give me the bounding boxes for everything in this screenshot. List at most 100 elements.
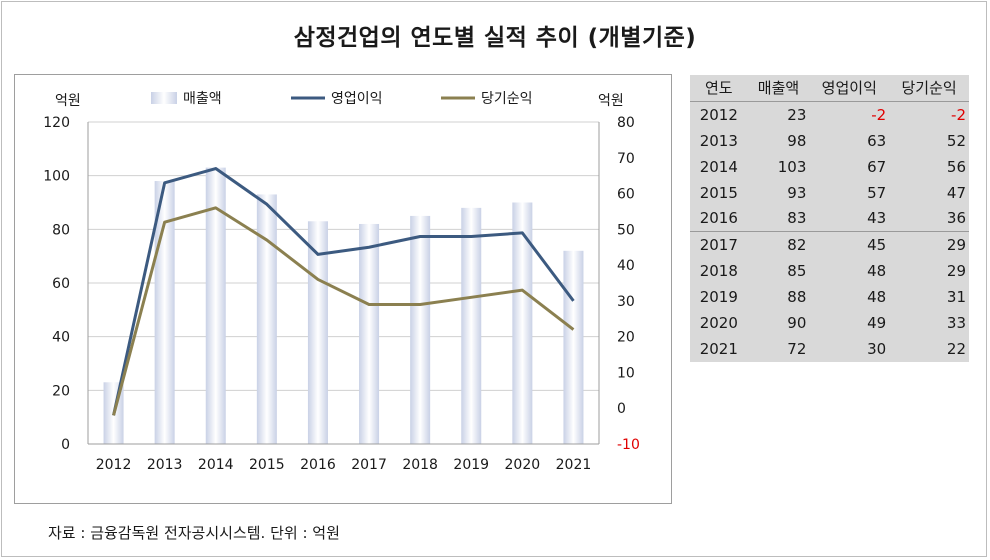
table-cell: 2020 (699, 313, 738, 332)
right-tick-label: 60 (617, 187, 635, 203)
x-tick-label: 2020 (505, 457, 541, 473)
bar-2019 (461, 207, 482, 444)
table-cell: 29 (889, 231, 969, 259)
left-tick-label: 80 (52, 222, 70, 238)
data-table: 연도 매출액 영업이익 당기순익 2012 23 -2 -2 2013 98 63 52 2014 10… (690, 75, 969, 362)
combo-chart: 0 20 40 60 80 100 120 -10 0 10 20 30 40 50 60 70 80 억원 억원 2… (14, 74, 672, 504)
table-cell: 2013 (699, 131, 738, 150)
table-cell: 90 (787, 313, 807, 332)
x-tick-label: 2015 (249, 457, 285, 473)
table-cell: 23 (787, 105, 807, 124)
table-cell: 82 (747, 231, 810, 259)
table-header-cell: 매출액 (747, 75, 810, 102)
table-cell: 43 (867, 209, 887, 228)
table-cell: 45 (809, 231, 890, 259)
x-tick-label: 2012 (96, 457, 132, 473)
table-row: 2021 72 30 22 (690, 336, 969, 362)
table-cell: 88 (787, 288, 807, 307)
table-row: 2020 90 49 33 (690, 310, 969, 336)
bar-2018 (410, 215, 431, 444)
table-cell: 31 (946, 288, 966, 307)
table-row: 2013 98 63 52 (690, 128, 969, 154)
table-cell: 2012 (699, 105, 738, 124)
table-cell: 83 (787, 209, 807, 228)
right-axis-unit: 억원 (598, 93, 624, 109)
line-series-1 (112, 167, 575, 416)
table-cell: 67 (867, 157, 887, 176)
table-cell: 63 (867, 131, 887, 150)
table-cell: 22 (946, 339, 966, 358)
table-cell: 72 (787, 339, 807, 358)
right-tick-label: 30 (617, 294, 635, 310)
table-cell: 2021 (699, 339, 738, 358)
source-note: 자료 : 금융감독원 전자공시시스템. 단위 : 억원 (48, 524, 340, 542)
table-header-cell: 연도 (690, 75, 748, 102)
legend-swatch-bar (151, 92, 177, 104)
table-cell: 98 (787, 131, 807, 150)
table-cell: 52 (946, 131, 966, 150)
table-row: 2014 103 67 56 (690, 154, 969, 180)
table-cell: 36 (946, 209, 966, 228)
bar-2021 (563, 250, 584, 444)
line-series-2 (112, 206, 575, 416)
left-tick-label: 20 (52, 383, 70, 399)
legend-label: 당기순익 (481, 91, 533, 107)
x-tick-label: 2019 (453, 457, 489, 473)
table-cell: 56 (946, 157, 966, 176)
left-axis-unit: 억원 (55, 93, 81, 109)
table-header-row: 연도 매출액 영업이익 당기순익 (690, 75, 969, 102)
table-header-cell: 당기순익 (889, 75, 969, 102)
table-cell: -2 (871, 105, 887, 124)
right-tick-label: 10 (617, 365, 635, 381)
right-tick-label: -10 (617, 437, 640, 453)
x-tick-label: 2016 (300, 457, 336, 473)
right-tick-label: 80 (617, 115, 635, 131)
bar-2015 (256, 194, 277, 444)
table-row: 2015 93 57 47 (690, 180, 969, 206)
bar-2020 (512, 202, 533, 444)
table-cell: 47 (946, 183, 966, 202)
right-tick-label: 40 (617, 258, 635, 274)
legend-label: 매출액 (183, 91, 222, 107)
table-cell: 2017 (690, 231, 748, 259)
right-tick-label: 70 (617, 151, 635, 167)
x-tick-label: 2018 (402, 457, 438, 473)
table-row: 2017 82 45 29 (690, 231, 969, 259)
table-row: 2018 85 48 29 (690, 258, 969, 284)
table-cell: 2018 (699, 262, 738, 281)
table-row: 2016 83 43 36 (690, 205, 969, 231)
table-cell: 103 (777, 157, 807, 176)
bar-2017 (359, 223, 380, 444)
x-tick-label: 2017 (351, 457, 387, 473)
table-cell: 2019 (699, 288, 738, 307)
table-cell: 29 (946, 262, 966, 281)
right-tick-label: 50 (617, 222, 635, 238)
table-cell: -2 (951, 105, 966, 124)
table-cell: 2014 (699, 157, 738, 176)
table-row: 2019 88 48 31 (690, 284, 969, 310)
chart-svg: 0 20 40 60 80 100 120 -10 0 10 20 30 40 50 60 70 80 억원 억원 2… (43, 91, 640, 473)
left-tick-label: 0 (61, 437, 70, 453)
table-cell: 57 (867, 183, 887, 202)
table-cell: 2015 (699, 183, 738, 202)
left-tick-label: 100 (43, 169, 70, 185)
left-tick-label: 40 (52, 330, 70, 346)
x-tick-label: 2014 (198, 457, 234, 473)
left-tick-label: 120 (43, 115, 70, 131)
left-tick-label: 60 (52, 276, 70, 292)
right-tick-label: 20 (617, 330, 635, 346)
x-tick-label: 2021 (556, 457, 592, 473)
table-cell: 30 (867, 339, 887, 358)
legend-label: 영업이익 (331, 91, 383, 107)
bar-2014 (205, 167, 226, 444)
table-cell: 85 (787, 262, 807, 281)
table-cell: 2016 (699, 209, 738, 228)
table-cell: 33 (946, 313, 966, 332)
table-cell: 48 (867, 288, 887, 307)
table-cell: 48 (867, 262, 887, 281)
table-cell: 93 (787, 183, 807, 202)
right-tick-label: 0 (617, 401, 626, 417)
page-title: 삼정건업의 연도별 실적 추이 (개별기준) (293, 25, 697, 51)
table-header-cell: 영업이익 (809, 75, 890, 102)
